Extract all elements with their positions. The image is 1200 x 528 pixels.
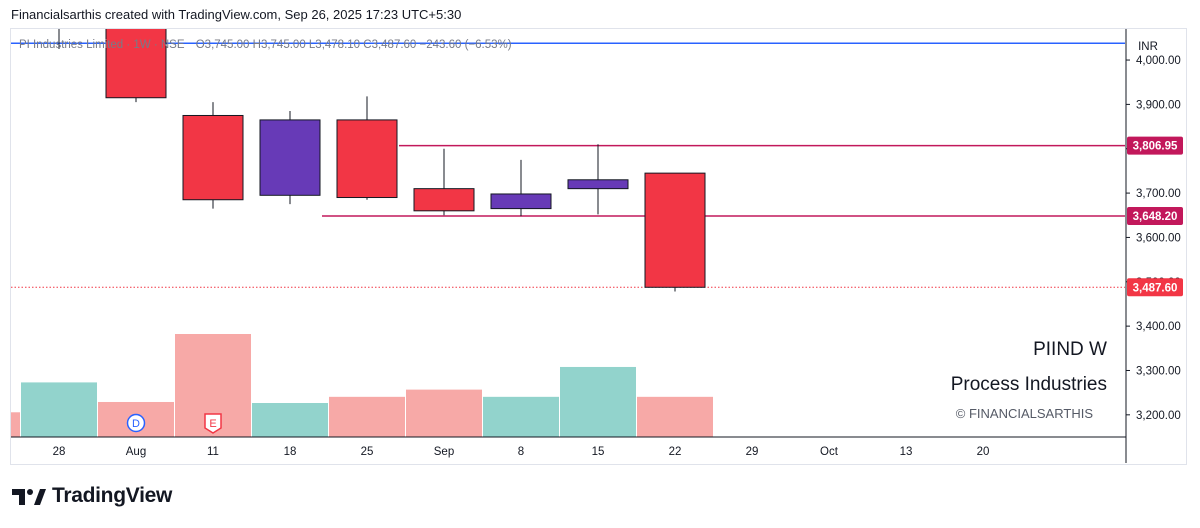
candle-body xyxy=(567,179,629,190)
legend-ohlc: O3,745.00 H3,745.00 L3,478.10 C3,487.60 … xyxy=(196,39,512,51)
time-tick-label: 8 xyxy=(518,446,524,458)
watermark-copyright: © FINANCIALSARTHIS xyxy=(956,406,1094,421)
candle-body xyxy=(413,188,475,212)
volume-bar xyxy=(329,396,405,437)
price-tick-label: 3,200.00 xyxy=(1136,410,1181,422)
volume-bar xyxy=(252,403,328,437)
time-tick-label: 20 xyxy=(977,446,990,458)
time-tick-label: 18 xyxy=(284,446,297,458)
candle[interactable] xyxy=(259,111,321,205)
price-levels xyxy=(11,42,1125,288)
candle[interactable] xyxy=(336,96,398,200)
candle[interactable] xyxy=(182,102,244,209)
candle[interactable] xyxy=(29,0,89,49)
price-tick-label: 3,900.00 xyxy=(1136,99,1181,111)
time-tick-label: Aug xyxy=(126,446,146,458)
volume-bars xyxy=(11,334,713,437)
candle-body xyxy=(259,119,321,196)
volume-bar xyxy=(406,389,482,437)
last-price-label-bg xyxy=(1127,278,1183,297)
level-price-label-bg xyxy=(1127,207,1183,226)
time-tick-label: 11 xyxy=(207,446,219,458)
candle-body xyxy=(29,20,89,24)
event-marker-d[interactable]: D xyxy=(126,413,146,433)
price-tick-label: 4,000.00 xyxy=(1136,55,1181,67)
event-label: E xyxy=(209,418,216,430)
svg-text:PI Industries Limited · 1W · N: PI Industries Limited · 1W · NSE O3,745.… xyxy=(19,39,512,51)
time-tick-label: 13 xyxy=(900,446,913,458)
currency-label[interactable]: INR xyxy=(1138,41,1158,53)
time-tick-label: Sep xyxy=(434,446,454,458)
candle-body xyxy=(336,119,398,199)
time-tick-label: 15 xyxy=(592,446,605,458)
tradingview-brand: TradingView xyxy=(52,484,173,507)
chart-frame xyxy=(10,28,1187,465)
time-tick-label: 28 xyxy=(53,446,66,458)
volume-bar xyxy=(637,396,713,437)
level-price-label-bg xyxy=(1127,136,1183,155)
candles[interactable] xyxy=(29,0,706,292)
level-price-label: 3,806.95 xyxy=(1133,141,1178,153)
event-label: D xyxy=(132,418,140,430)
time-tick-label: Oct xyxy=(820,446,839,458)
price-tick-label: 3,700.00 xyxy=(1136,188,1181,200)
time-axis[interactable]: 28Aug111825Sep8152229Oct132027 xyxy=(0,446,990,458)
legend-symbol: PI Industries Limited · 1W · NSE xyxy=(19,39,185,51)
candle[interactable] xyxy=(413,148,475,216)
watermark-ticker: PIIND W xyxy=(1033,339,1107,360)
price-axis[interactable]: 3,200.003,300.003,400.003,500.003,600.00… xyxy=(11,29,1183,463)
level-price-label: 3,648.20 xyxy=(1133,211,1178,223)
time-tick-label: 29 xyxy=(746,446,759,458)
candle[interactable] xyxy=(644,172,706,292)
volume-bar xyxy=(11,412,20,437)
price-tick-label: 3,300.00 xyxy=(1136,365,1181,377)
earnings-icon xyxy=(204,413,222,434)
volume-bar xyxy=(483,396,559,437)
dividend-icon xyxy=(126,413,146,433)
price-tick-label: 3,400.00 xyxy=(1136,321,1181,333)
candle-body xyxy=(644,172,706,288)
candle-body xyxy=(105,29,167,99)
time-tick-label: 22 xyxy=(669,446,682,458)
tradingview-logo-icon xyxy=(12,489,46,505)
candlestick-chart[interactable]: 3,200.003,300.003,400.003,500.003,600.00… xyxy=(0,0,1200,470)
volume-bar xyxy=(560,366,636,437)
time-tick-label: 25 xyxy=(361,446,374,458)
last-price-label: 3,487.60 xyxy=(1133,282,1178,294)
event-marker-e[interactable]: E xyxy=(204,413,222,434)
candle-body xyxy=(182,114,244,201)
candle-body xyxy=(490,193,552,210)
price-tick-label: 3,600.00 xyxy=(1136,232,1181,244)
volume-bar xyxy=(21,382,97,437)
candle[interactable] xyxy=(490,159,552,217)
tradingview-logo[interactable]: TradingView xyxy=(12,484,172,508)
candle[interactable] xyxy=(105,0,167,103)
chart-attribution: Financialsarthis created with TradingVie… xyxy=(11,7,462,22)
candle[interactable] xyxy=(567,144,629,215)
watermark-sector: Process Industries xyxy=(951,374,1107,395)
